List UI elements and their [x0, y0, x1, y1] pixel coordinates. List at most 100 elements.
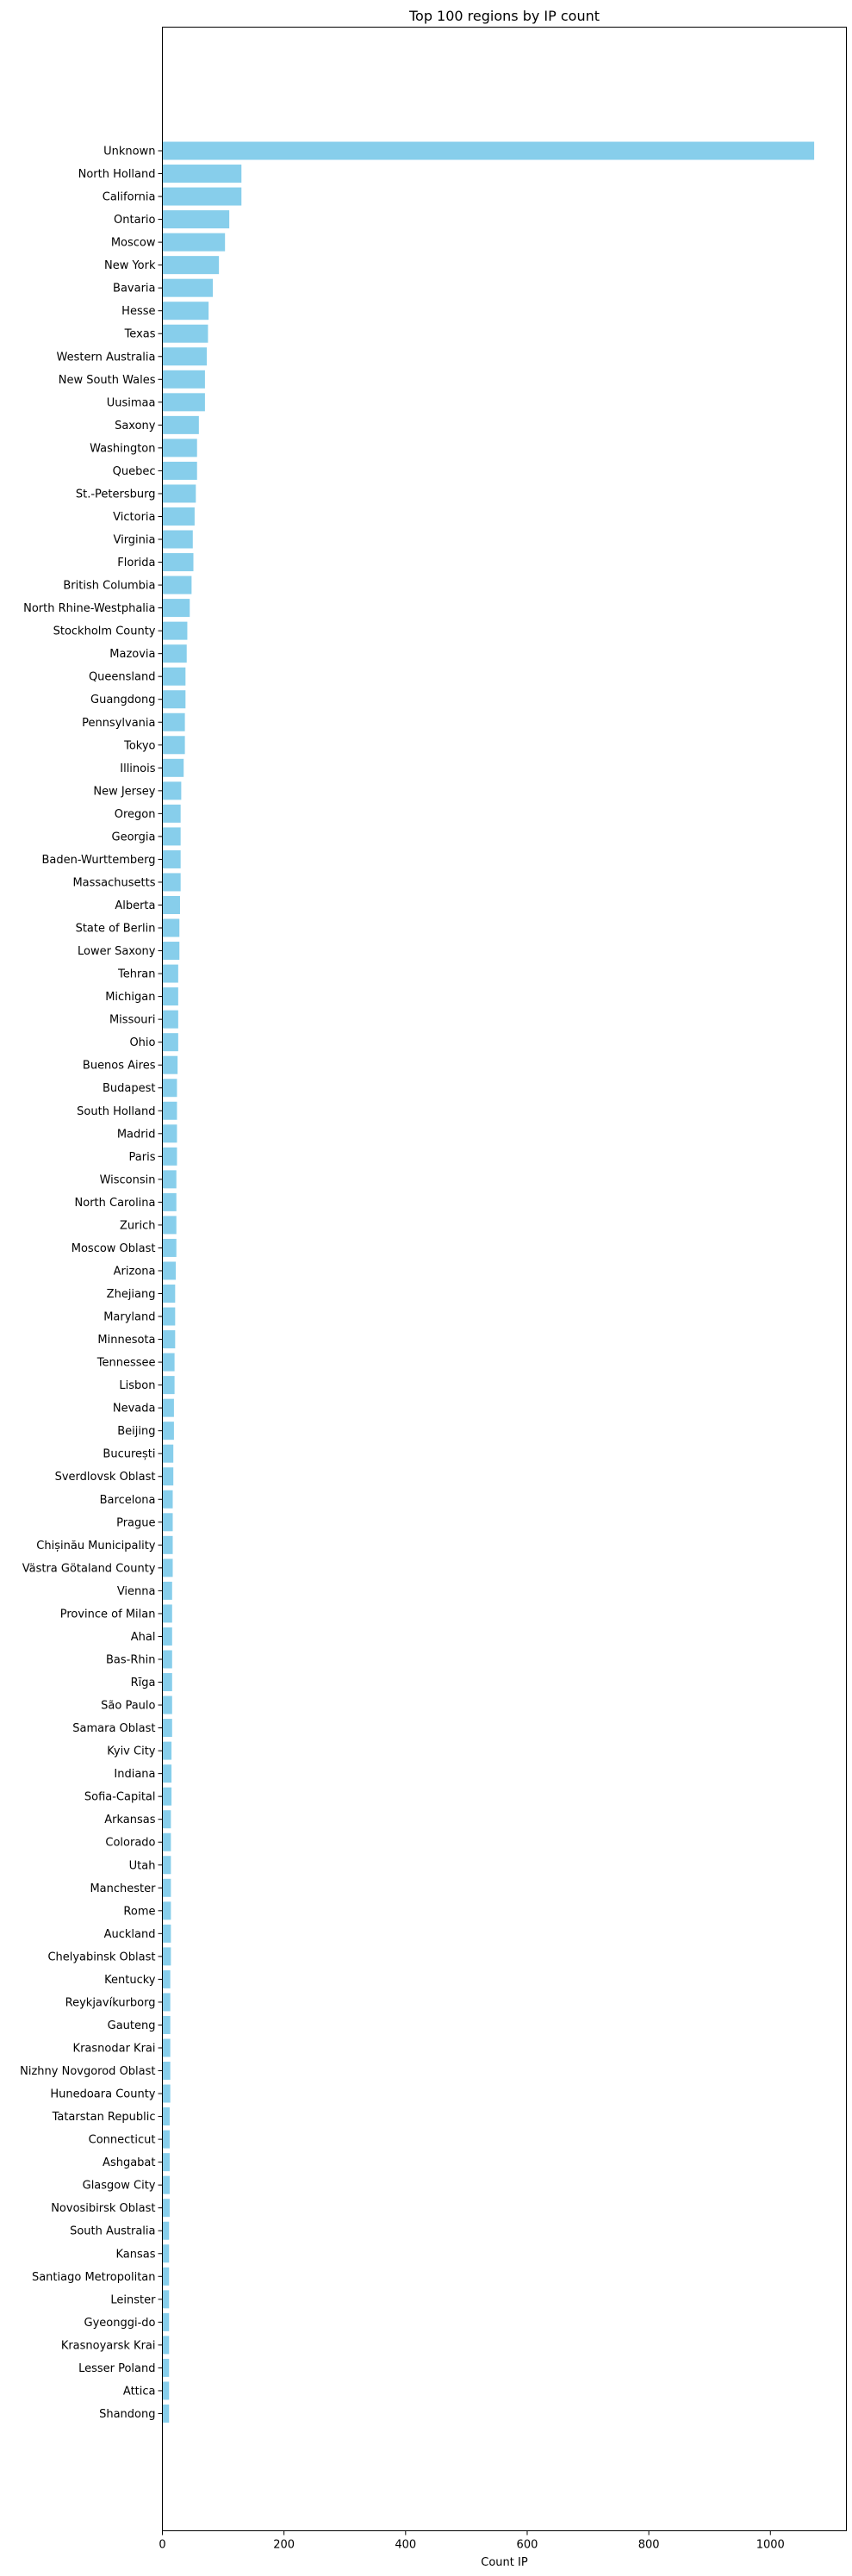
y-tick-marks: [158, 150, 163, 2414]
bar: [162, 530, 193, 549]
bar: [162, 1856, 171, 1875]
bar: [162, 370, 205, 389]
y-tick-label: Rīga: [131, 1677, 156, 1689]
bar: [162, 895, 180, 914]
bar: [162, 2267, 170, 2286]
bar: [162, 1627, 172, 1646]
plot-frame: [162, 27, 847, 2531]
x-tick-label: 600: [517, 2539, 538, 2552]
y-tick-label: Paris: [129, 1151, 156, 1164]
y-tick-label: North Holland: [78, 168, 156, 181]
bar: [162, 278, 214, 297]
y-tick-label: Michigan: [105, 991, 155, 1004]
y-tick-label: Gyeonggi-do: [84, 2317, 156, 2330]
bar: [162, 758, 184, 777]
y-tick-label: Prague: [116, 1516, 155, 1529]
y-tick-label: Maryland: [103, 1311, 155, 1324]
bar: [162, 1147, 177, 1166]
y-tick-label: Glasgow City: [83, 2180, 156, 2193]
bar: [162, 1101, 177, 1120]
y-tick-label: Oregon: [115, 808, 156, 821]
y-tick-label: Zhejiang: [107, 1288, 156, 1301]
bar: [162, 2336, 170, 2355]
y-tick-label: Missouri: [109, 1014, 156, 1027]
y-tick-label: Illinois: [120, 762, 155, 775]
y-tick-label: Georgia: [112, 831, 156, 843]
x-tick-label: 200: [273, 2539, 295, 2552]
bar: [162, 324, 208, 343]
x-tick-label: 0: [159, 2539, 165, 2552]
y-tick-label: São Paulo: [101, 1700, 155, 1713]
y-tick-label: Ontario: [114, 214, 155, 227]
y-tick-label: Texas: [124, 328, 156, 341]
y-tick-label: Tokyo: [123, 739, 155, 752]
y-tick-label: Colorado: [105, 1837, 155, 1850]
bar: [162, 2358, 170, 2377]
y-tick-label: Buenos Aires: [83, 1060, 156, 1073]
y-tick-label: Zurich: [120, 1219, 156, 1232]
bar: [162, 1216, 177, 1235]
bar: [162, 2038, 171, 2057]
y-tick-label: Ashgabat: [103, 2156, 155, 2169]
bar: [162, 918, 180, 937]
bar: [162, 964, 178, 983]
bar: [162, 1330, 176, 1349]
bar: [162, 667, 186, 686]
y-tick-label: Tatarstan Republic: [52, 2111, 156, 2124]
bar: [162, 2015, 171, 2034]
y-tick-label: Virginia: [113, 534, 155, 547]
bar: [162, 2084, 171, 2103]
y-tick-label: Krasnodar Krai: [73, 2042, 156, 2055]
bar: [162, 873, 181, 892]
y-tick-label: Rome: [123, 1905, 155, 1918]
bar: [162, 1535, 173, 1554]
bar: [162, 1947, 171, 1966]
bar: [162, 1559, 173, 1577]
y-tick-label: Tehran: [117, 968, 156, 981]
y-tick-label: Västra Götaland County: [22, 1562, 156, 1575]
y-tick-label: Chelyabinsk Oblast: [47, 1951, 155, 1963]
y-tick-label: Kyiv City: [107, 1745, 155, 1758]
y-tick-label: Wisconsin: [100, 1173, 156, 1186]
bar: [162, 302, 209, 320]
y-tick-label: Sverdlovsk Oblast: [55, 1471, 156, 1484]
y-tick-label: Chișinău Municipality: [36, 1540, 155, 1552]
y-tick-label: Arkansas: [104, 1814, 155, 1826]
bar: [162, 1924, 171, 1943]
x-tick-label: 400: [395, 2539, 416, 2552]
y-tick-label: Nizhny Novgorod Oblast: [20, 2065, 155, 2078]
bar: [162, 347, 208, 366]
bar: [162, 1467, 174, 1486]
y-tick-label: Victoria: [113, 511, 155, 524]
bar: [162, 2175, 170, 2194]
y-tick-label: Unknown: [103, 146, 155, 159]
bar: [162, 1650, 172, 1669]
bars-group: [162, 141, 815, 2423]
bar: [162, 690, 186, 709]
x-tick-label: 1000: [756, 2539, 785, 2552]
bar: [162, 2107, 170, 2126]
bar: [162, 141, 815, 160]
bar: [162, 1376, 175, 1395]
y-tick-label: North Carolina: [75, 1197, 156, 1210]
bar: [162, 987, 178, 1006]
y-tick-label: Ohio: [129, 1036, 155, 1049]
y-tick-labels: Unknown North Holland California Ontario Mos…: [20, 146, 156, 2421]
y-tick-label: New York: [104, 259, 156, 272]
x-tick-label: 800: [638, 2539, 660, 2552]
y-tick-label: Vienna: [117, 1585, 156, 1598]
chart-title: Top 100 regions by IP count: [408, 8, 600, 24]
bar: [162, 2312, 170, 2331]
y-tick-label: New Jersey: [93, 785, 155, 798]
y-tick-label: Moscow Oblast: [72, 1242, 156, 1255]
bar: [162, 1741, 172, 1760]
bar: [162, 1124, 177, 1143]
bar: [162, 233, 226, 252]
y-tick-label: Leinster: [110, 2293, 156, 2306]
bar: [162, 1604, 172, 1623]
y-tick-label: South Australia: [70, 2225, 155, 2238]
y-tick-label: Sofia-Capital: [84, 1791, 156, 1804]
bar: [162, 1033, 178, 1052]
y-tick-label: Quebec: [113, 465, 156, 478]
